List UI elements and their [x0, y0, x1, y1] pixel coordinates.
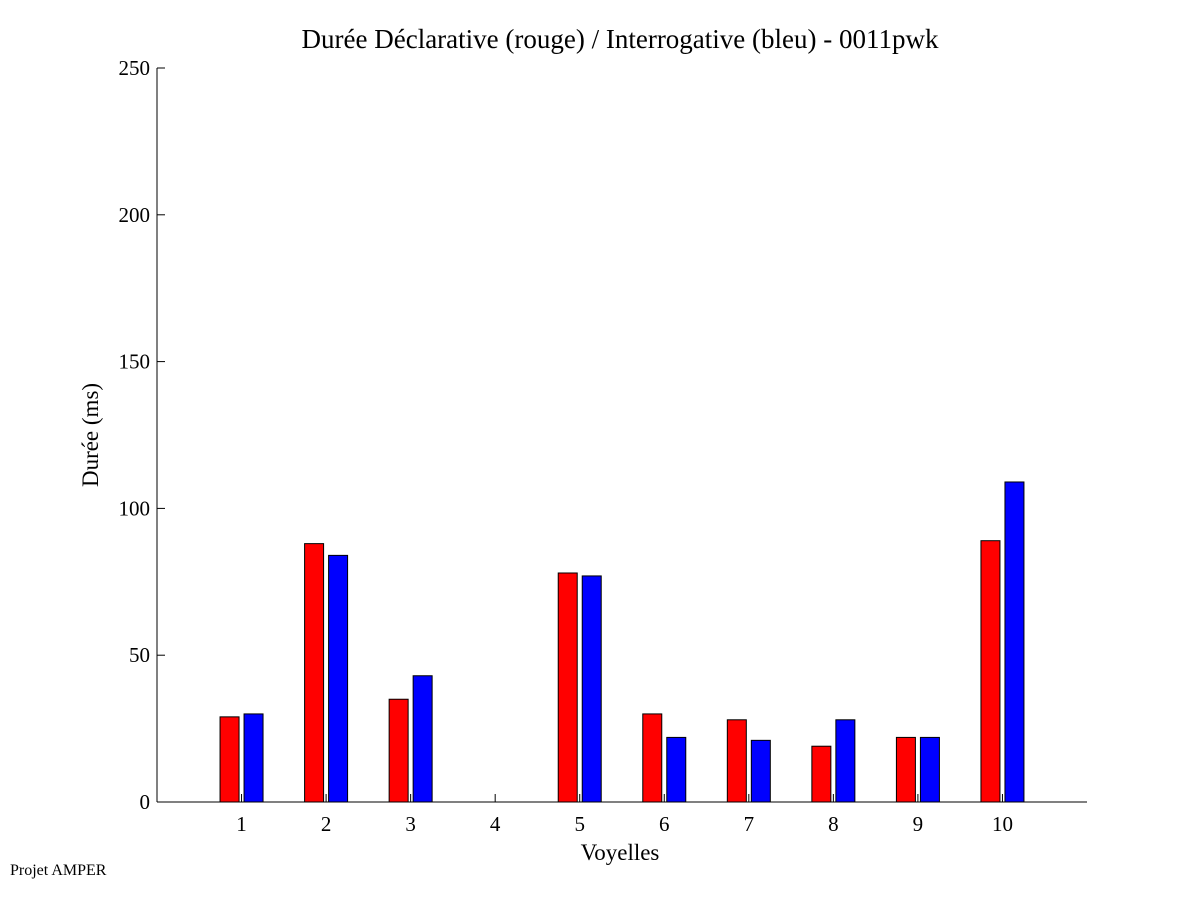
x-tick-label: 10 [992, 812, 1013, 836]
bar-series2 [243, 713, 264, 803]
footer-credit: Projet AMPER [10, 862, 107, 879]
x-tick-label: 5 [574, 812, 585, 836]
y-tick-label: 200 [119, 203, 151, 227]
bar-series1 [895, 736, 916, 803]
y-axis: 0 50 100 150 200 250 [119, 56, 165, 814]
x-tick-label: 7 [744, 812, 755, 836]
chart-title: Durée Déclarative (rouge) / Interrogativ… [302, 24, 939, 54]
y-tick-label: 100 [119, 496, 151, 520]
y-axis-label: Durée (ms) [78, 383, 103, 487]
y-tick-label: 50 [129, 643, 150, 667]
x-tick-label: 6 [659, 812, 670, 836]
bar-series2 [666, 736, 687, 803]
x-tick-label: 9 [913, 812, 924, 836]
bar-series1 [642, 713, 663, 803]
bar-series2 [750, 739, 771, 803]
bar-series1 [388, 698, 409, 803]
bar-series2 [412, 675, 433, 803]
bar-series1 [219, 716, 240, 803]
bar-series2 [581, 575, 602, 803]
bar-series1 [304, 543, 325, 803]
y-tick-label: 150 [119, 350, 151, 374]
bar-series2 [919, 736, 940, 803]
bar-series1 [726, 719, 747, 803]
y-tick-label: 0 [140, 790, 151, 814]
x-tick-label: 2 [321, 812, 332, 836]
bar-series2 [835, 719, 856, 803]
x-axis-label: Voyelles [581, 840, 660, 865]
bar-series1 [980, 540, 1001, 803]
x-tick-label: 3 [405, 812, 416, 836]
y-tick-label: 250 [119, 56, 151, 80]
bar-series1 [811, 745, 832, 803]
x-tick-label: 1 [236, 812, 247, 836]
bar-series2 [328, 554, 349, 803]
bar-series2 [1004, 481, 1025, 803]
bars [219, 481, 1025, 803]
x-tick-label: 8 [828, 812, 839, 836]
x-tick-label: 4 [490, 812, 501, 836]
x-axis: 1 2 3 4 5 6 7 8 9 10 [157, 794, 1087, 836]
bar-series1 [557, 572, 578, 803]
